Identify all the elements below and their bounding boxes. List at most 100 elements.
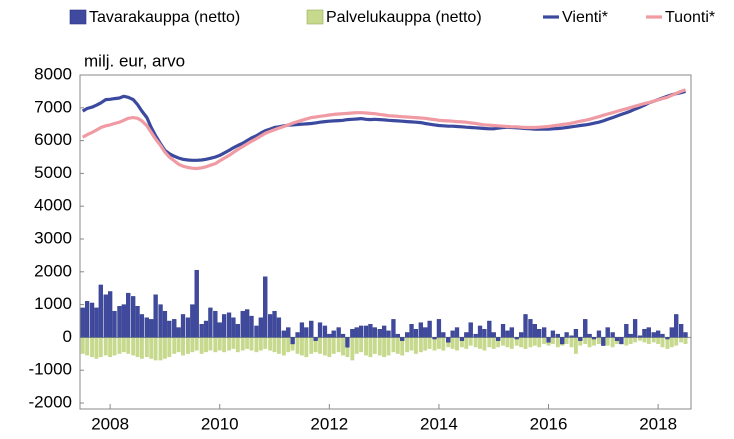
- bar: [80, 337, 85, 354]
- legend-swatch: [306, 9, 324, 25]
- bar: [560, 337, 565, 345]
- bar: [158, 304, 163, 338]
- x-tick-label: 2018: [639, 414, 677, 433]
- x-tick-label: 2016: [530, 414, 568, 433]
- bar: [108, 337, 113, 358]
- bar: [139, 337, 144, 359]
- bar: [505, 330, 510, 338]
- bar: [117, 337, 122, 354]
- bar: [391, 319, 396, 338]
- bar: [646, 337, 651, 344]
- bar: [532, 324, 537, 338]
- bar: [495, 337, 501, 341]
- x-tick-label: 2012: [310, 414, 348, 433]
- bar: [679, 337, 684, 343]
- bar: [514, 337, 519, 340]
- bar: [674, 337, 679, 346]
- bar: [632, 319, 638, 338]
- bar: [487, 320, 492, 338]
- bar: [340, 333, 346, 338]
- bar: [624, 337, 629, 346]
- y-tick-label: 6000: [34, 130, 72, 149]
- bar: [121, 304, 126, 338]
- bar: [327, 333, 332, 338]
- bar: [176, 337, 181, 353]
- bar: [660, 333, 665, 338]
- bar: [669, 337, 674, 348]
- bar: [295, 332, 300, 338]
- bar: [519, 337, 524, 348]
- bar: [172, 319, 177, 338]
- bar: [624, 324, 629, 338]
- bar: [478, 337, 482, 349]
- bar: [683, 332, 688, 338]
- bar: [642, 337, 647, 343]
- bar: [638, 337, 642, 341]
- bar: [80, 307, 85, 338]
- bar: [167, 320, 172, 338]
- bar: [286, 337, 291, 353]
- bar: [605, 327, 610, 338]
- bar: [322, 325, 328, 338]
- bar: [596, 330, 602, 338]
- bar: [272, 310, 277, 338]
- bar: [413, 337, 418, 354]
- bar: [345, 337, 350, 348]
- bar: [418, 322, 423, 338]
- bar: [331, 330, 336, 338]
- bar: [318, 337, 322, 354]
- bar: [185, 317, 191, 338]
- bar: [633, 337, 638, 343]
- bar: [464, 337, 469, 349]
- bar: [363, 325, 369, 338]
- bar: [583, 337, 588, 344]
- bar: [591, 337, 597, 340]
- bar: [578, 337, 583, 341]
- bar: [395, 333, 400, 338]
- bar: [180, 314, 186, 338]
- bar: [313, 337, 318, 341]
- bar: [299, 322, 305, 338]
- bar: [149, 337, 154, 359]
- bar: [327, 337, 332, 358]
- bar: [144, 317, 149, 338]
- legend-label: Tuonti*: [665, 9, 715, 26]
- bar: [400, 337, 405, 341]
- bar: [272, 337, 277, 353]
- bar: [199, 324, 204, 338]
- bar: [176, 327, 181, 338]
- bar: [172, 337, 177, 354]
- bar: [94, 337, 99, 359]
- plot-frame: [79, 74, 692, 410]
- bar: [323, 337, 327, 356]
- y-tick-label: 2000: [34, 261, 72, 280]
- bar: [377, 329, 382, 338]
- bar: [665, 337, 670, 340]
- bar: [491, 332, 496, 338]
- bar: [459, 337, 465, 341]
- bar: [646, 327, 651, 338]
- bar: [222, 337, 227, 353]
- bar: [221, 314, 227, 338]
- y-tick-label: 0: [63, 327, 72, 346]
- bar: [573, 329, 579, 338]
- bar: [405, 332, 410, 338]
- bar: [651, 332, 656, 338]
- bar: [240, 310, 245, 338]
- bar: [651, 337, 656, 343]
- bar: [254, 337, 259, 353]
- bar: [263, 276, 268, 338]
- bar: [249, 337, 254, 351]
- legend-label: Tavarakauppa (netto): [89, 9, 240, 26]
- bar: [372, 337, 377, 354]
- bar: [98, 337, 103, 358]
- bar: [368, 337, 373, 358]
- bar: [336, 337, 341, 353]
- bar: [473, 337, 478, 348]
- bar: [482, 329, 487, 338]
- bar: [276, 317, 282, 338]
- bar: [204, 337, 208, 353]
- bar: [441, 332, 446, 338]
- bar: [131, 296, 136, 338]
